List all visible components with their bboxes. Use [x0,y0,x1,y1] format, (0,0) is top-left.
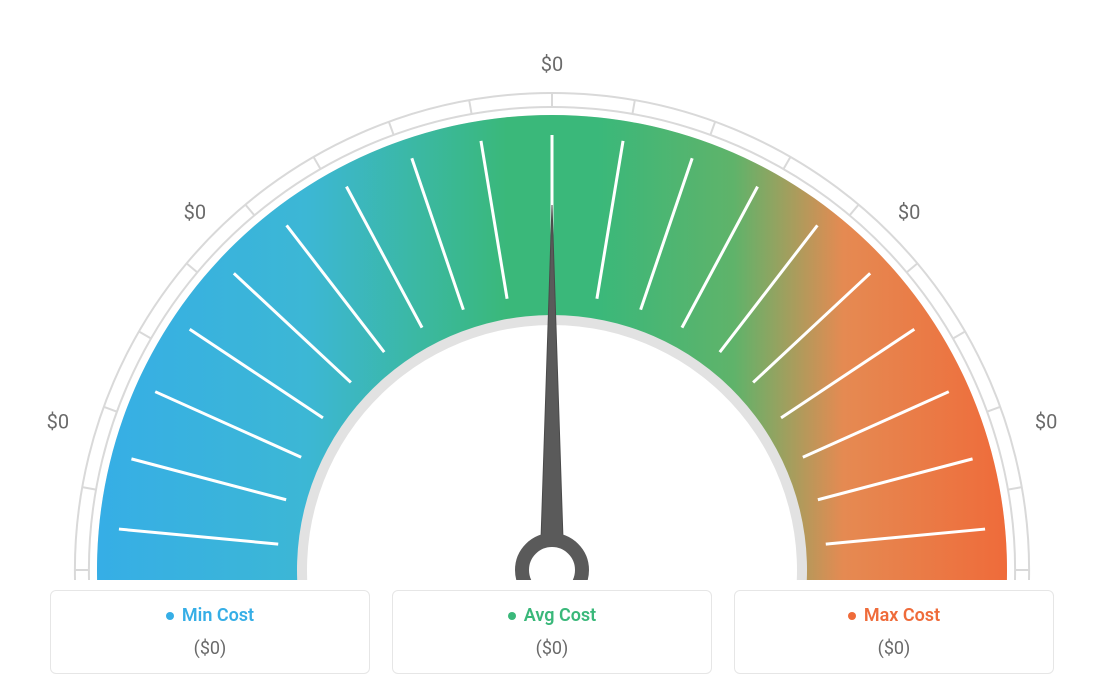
legend-bullet-min [166,612,174,620]
legend-value-avg: ($0) [393,638,711,659]
svg-text:$0: $0 [1035,409,1057,433]
legend-label-min: Min Cost [182,605,254,626]
gauge-svg: $0$0$0$0$0$0$0 [0,10,1104,580]
svg-text:$0: $0 [898,200,920,224]
gauge-chart: $0$0$0$0$0$0$0 [0,0,1104,560]
legend-value-max: ($0) [735,638,1053,659]
legend-bullet-avg [508,612,516,620]
svg-text:$0: $0 [47,409,69,433]
svg-text:$0: $0 [184,200,206,224]
svg-text:$0: $0 [541,52,563,76]
legend-card-max: Max Cost ($0) [734,590,1054,675]
legend-title-avg: Avg Cost [508,605,596,626]
legend-value-min: ($0) [51,638,369,659]
legend-card-min: Min Cost ($0) [50,590,370,675]
legend-card-avg: Avg Cost ($0) [392,590,712,675]
legend-label-avg: Avg Cost [524,605,596,626]
legend-bullet-max [848,612,856,620]
legend-label-max: Max Cost [864,605,940,626]
legend-title-min: Min Cost [166,605,254,626]
legend-row: Min Cost ($0) Avg Cost ($0) Max Cost ($0… [0,590,1104,675]
legend-title-max: Max Cost [848,605,940,626]
